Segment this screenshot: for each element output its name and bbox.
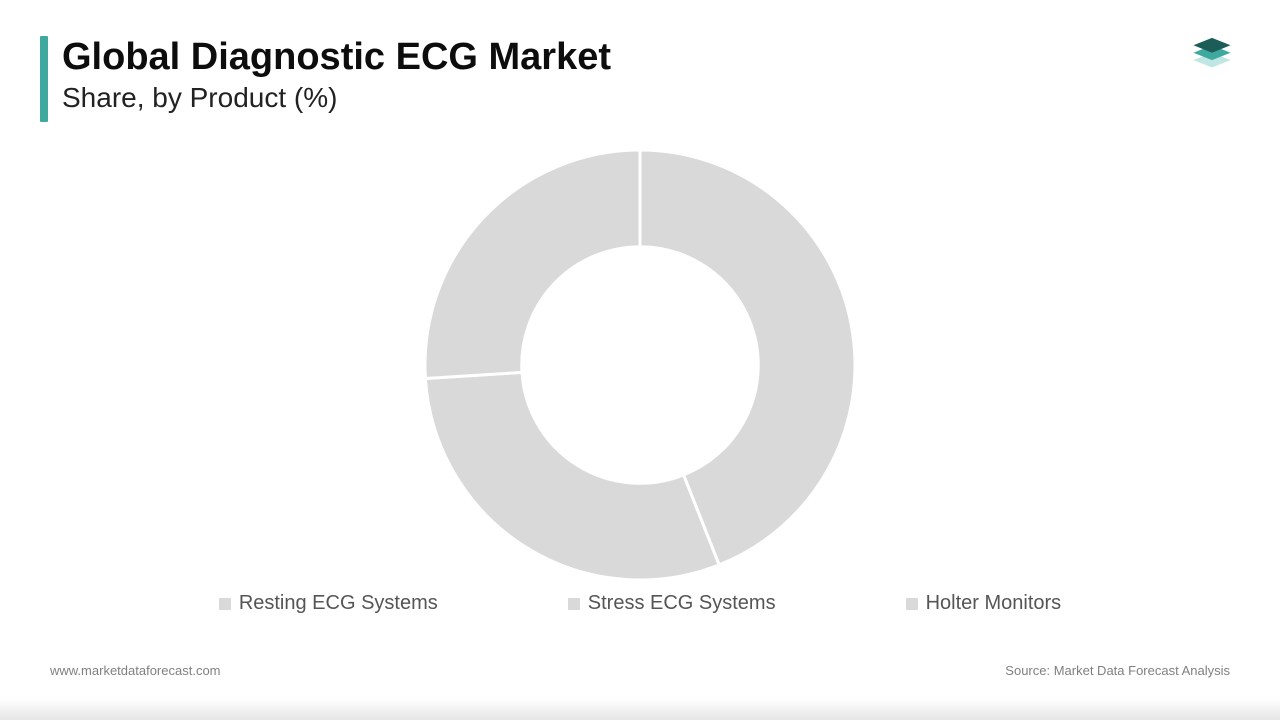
- legend-swatch-icon: [906, 598, 918, 610]
- legend-label: Holter Monitors: [926, 592, 1062, 615]
- title-block: Global Diagnostic ECG Market Share, by P…: [40, 36, 611, 122]
- legend-label: Resting ECG Systems: [239, 592, 438, 615]
- donut-slice: [425, 150, 640, 378]
- page-title: Global Diagnostic ECG Market: [62, 36, 611, 80]
- title-accent-bar: [40, 36, 48, 122]
- footer-source: Source: Market Data Forecast Analysis: [1005, 663, 1230, 678]
- legend-label: Stress ECG Systems: [588, 592, 776, 615]
- legend-item: Holter Monitors: [906, 592, 1062, 615]
- legend-item: Resting ECG Systems: [219, 592, 438, 615]
- bottom-shadow: [0, 698, 1280, 720]
- legend-swatch-icon: [219, 598, 231, 610]
- chart-legend: Resting ECG Systems Stress ECG Systems Hol…: [0, 592, 1280, 615]
- donut-chart: [0, 150, 1280, 585]
- legend-item: Stress ECG Systems: [568, 592, 776, 615]
- legend-swatch-icon: [568, 598, 580, 610]
- footer-url: www.marketdataforecast.com: [50, 663, 221, 678]
- brand-logo-icon: [1184, 24, 1240, 74]
- donut-slice: [425, 372, 719, 580]
- page-subtitle: Share, by Product (%): [62, 82, 611, 114]
